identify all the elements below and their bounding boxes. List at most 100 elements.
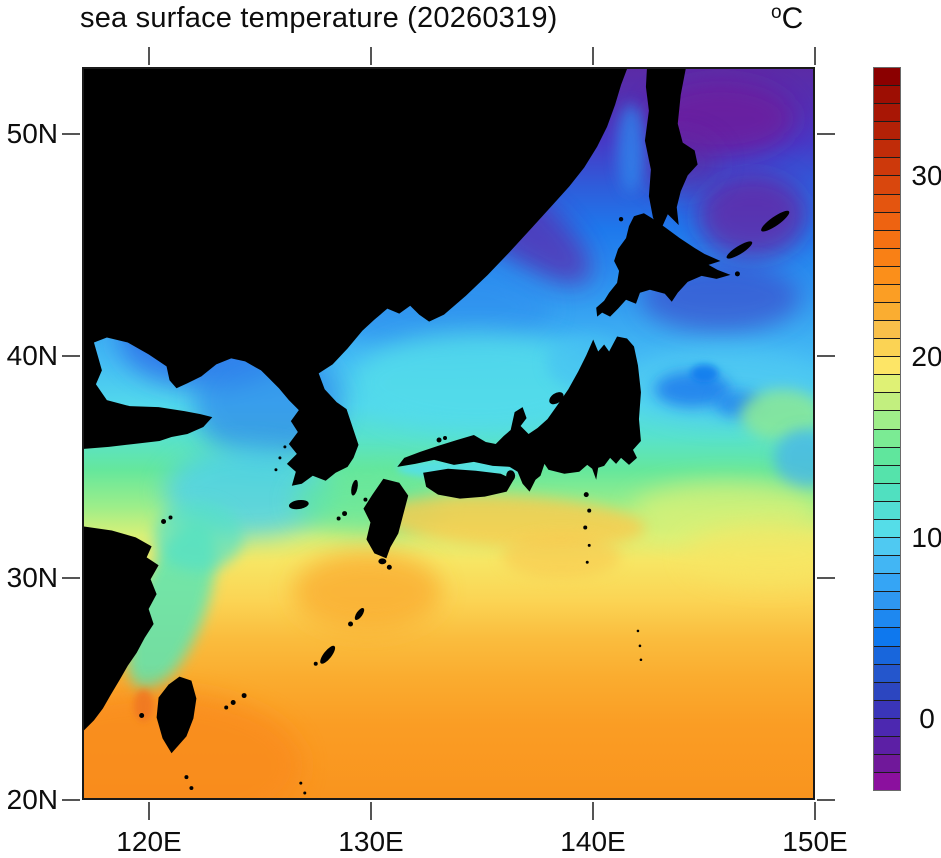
colorbar: [873, 67, 901, 791]
land-islet: [303, 791, 307, 795]
land-ryukyu: [313, 661, 318, 666]
degree-symbol: o: [771, 2, 782, 23]
land-korea-islet: [283, 445, 287, 449]
lon-tick-label: 150E: [782, 826, 848, 857]
land-kunashiri: [726, 241, 753, 259]
cold-intrusion-east: [774, 429, 813, 489]
land-izu-island: [587, 508, 592, 513]
japan-sea-cyan-pool: [352, 332, 602, 433]
lat-tick-label: 20N: [6, 784, 58, 816]
lat-tick-left: [62, 354, 80, 357]
colorbar-segment: [874, 518, 900, 538]
map-plot-area: [82, 67, 815, 800]
colorbar-segment: [874, 356, 900, 375]
colorbar-segment: [874, 320, 900, 339]
land-miyako: [241, 693, 247, 699]
land-izu-island: [585, 560, 589, 564]
land-sado: [549, 392, 564, 405]
lat-tick-label: 50N: [6, 117, 58, 149]
lon-tick-top: [814, 47, 816, 65]
colorbar-segment: [874, 735, 900, 754]
kuroshio-warm-streak: [501, 534, 622, 579]
land-goto: [336, 516, 341, 521]
land-asia-north: [84, 69, 628, 486]
land-ryukyu: [386, 564, 392, 570]
land-korea-islet: [274, 468, 278, 472]
colorbar-segment: [874, 772, 900, 791]
colorbar-segment: [874, 627, 900, 646]
colorbar-segment: [874, 139, 900, 158]
lat-tick-left: [62, 577, 80, 579]
colorbar-segment: [874, 482, 900, 501]
lat-tick-right: [817, 799, 835, 802]
colorbar-segment: [874, 428, 900, 447]
page-title: sea surface temperature (20260319): [80, 2, 558, 34]
land-kyushu: [363, 478, 409, 559]
colorbar-segment: [874, 103, 900, 122]
land-iturup: [761, 210, 790, 232]
colorbar-segment: [874, 68, 900, 86]
land-ryukyu: [378, 558, 387, 565]
colorbar-segment: [874, 85, 900, 104]
colorbar-segment: [874, 464, 900, 483]
warm-tongue-east: [740, 389, 813, 441]
lon-tick-top: [148, 47, 150, 65]
land-goto: [342, 511, 348, 517]
land-sakhalin: [644, 69, 698, 235]
colorbar-tick-label: 0: [919, 702, 935, 734]
colorbar-segment: [874, 338, 900, 357]
colorbar-segment: [874, 193, 900, 212]
colorbar-segment: [874, 573, 900, 592]
lat-tick-right: [817, 354, 835, 357]
tatar-strait-water: [617, 103, 645, 194]
colorbar-segment: [874, 591, 900, 610]
land-taiwan: [156, 676, 197, 754]
kyushu-sw-warm: [292, 551, 443, 631]
colorbar-segment: [874, 374, 900, 393]
land-shikoku: [423, 468, 514, 499]
lon-tick-label: 130E: [338, 826, 404, 857]
land-islet: [639, 658, 643, 662]
colorbar-segment: [874, 537, 900, 556]
land-oki: [436, 437, 442, 443]
oyashio-eddy: [690, 364, 719, 383]
okhotsk-cold-patch: [697, 174, 808, 258]
colorbar-segment: [874, 663, 900, 682]
units-label: oC: [771, 2, 803, 36]
land-rishiri: [618, 216, 624, 222]
colorbar-segment: [874, 229, 900, 248]
land-korea-islet: [278, 456, 282, 460]
land-hokkaido: [596, 213, 731, 317]
land-amami: [354, 608, 365, 620]
land-islet: [638, 644, 642, 648]
land-ishigaki: [230, 700, 236, 706]
land-tsushima: [351, 479, 358, 496]
land-asia-south: [84, 526, 159, 731]
yellow-band-east: [685, 524, 813, 585]
colorbar-segment: [874, 753, 900, 773]
lat-tick-label: 40N: [6, 339, 58, 371]
land-ryukyu: [348, 621, 354, 627]
taiwan-nw-warm-spot: [133, 689, 154, 722]
lon-tick-label: 120E: [116, 826, 182, 857]
land-islet: [299, 781, 303, 785]
colorbar-segment: [874, 699, 900, 718]
colorbar-tick-label: 20: [911, 340, 941, 372]
colorbar-segment: [874, 247, 900, 266]
lat-tick-right: [817, 577, 835, 579]
land-iki: [363, 497, 368, 502]
land-zhoushan: [161, 519, 167, 525]
colorbar-segment: [874, 645, 900, 664]
china-coast-cool-tongue: [153, 501, 244, 572]
colorbar-segment: [874, 392, 900, 411]
units-letter: C: [781, 2, 804, 35]
kuroshio-warm-band: [377, 494, 646, 549]
colorbar-segment: [874, 265, 900, 284]
lon-tick-top: [370, 47, 372, 65]
land-jeju: [288, 499, 309, 510]
land-penghu: [139, 712, 145, 718]
land-honshu: [397, 336, 641, 492]
land-izu-island: [587, 543, 591, 547]
colorbar-segment: [874, 500, 900, 519]
colorbar-segment: [874, 302, 900, 321]
